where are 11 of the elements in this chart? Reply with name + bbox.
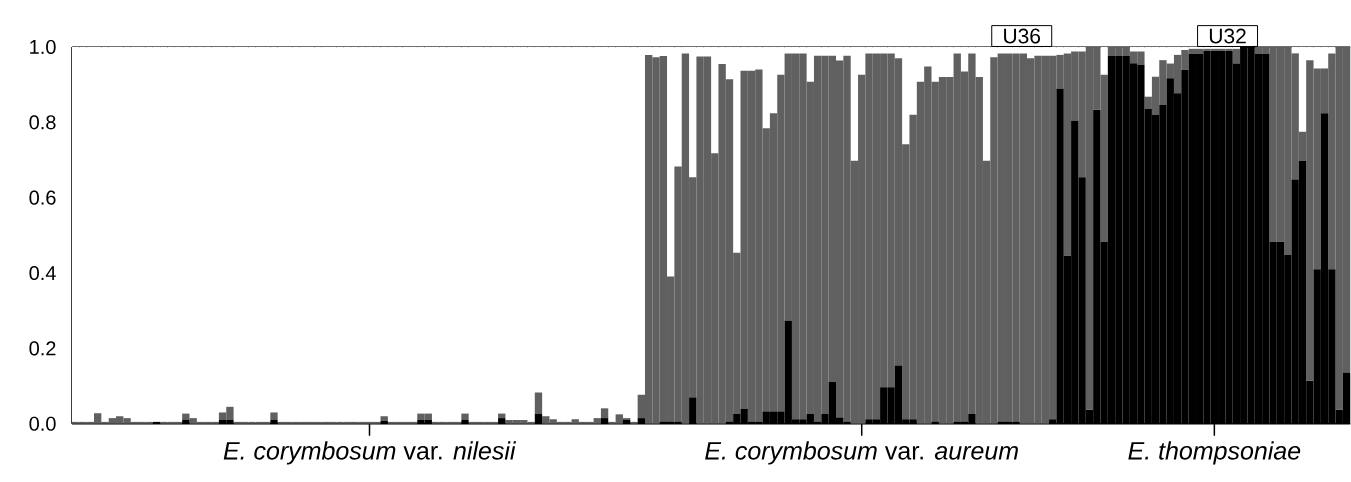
x-tick-label: E. corymbosum var. aureum [705, 441, 1018, 465]
y-tick-label: 1.0 [30, 40, 56, 55]
y-tick-label: 0.0 [29, 416, 56, 431]
y-tick-label: 0.8 [29, 115, 56, 130]
x-tick-label: E. thompsoniae [1128, 441, 1301, 465]
y-tick-label: 0.4 [29, 266, 56, 281]
x-tick-label: E. corymbosum var. nilesii [223, 441, 517, 465]
text: U36 [1004, 28, 1041, 44]
y-tick-label: 0.2 [29, 341, 56, 356]
y-tick-label: 0.6 [29, 190, 56, 205]
text: U32 [1209, 28, 1246, 44]
